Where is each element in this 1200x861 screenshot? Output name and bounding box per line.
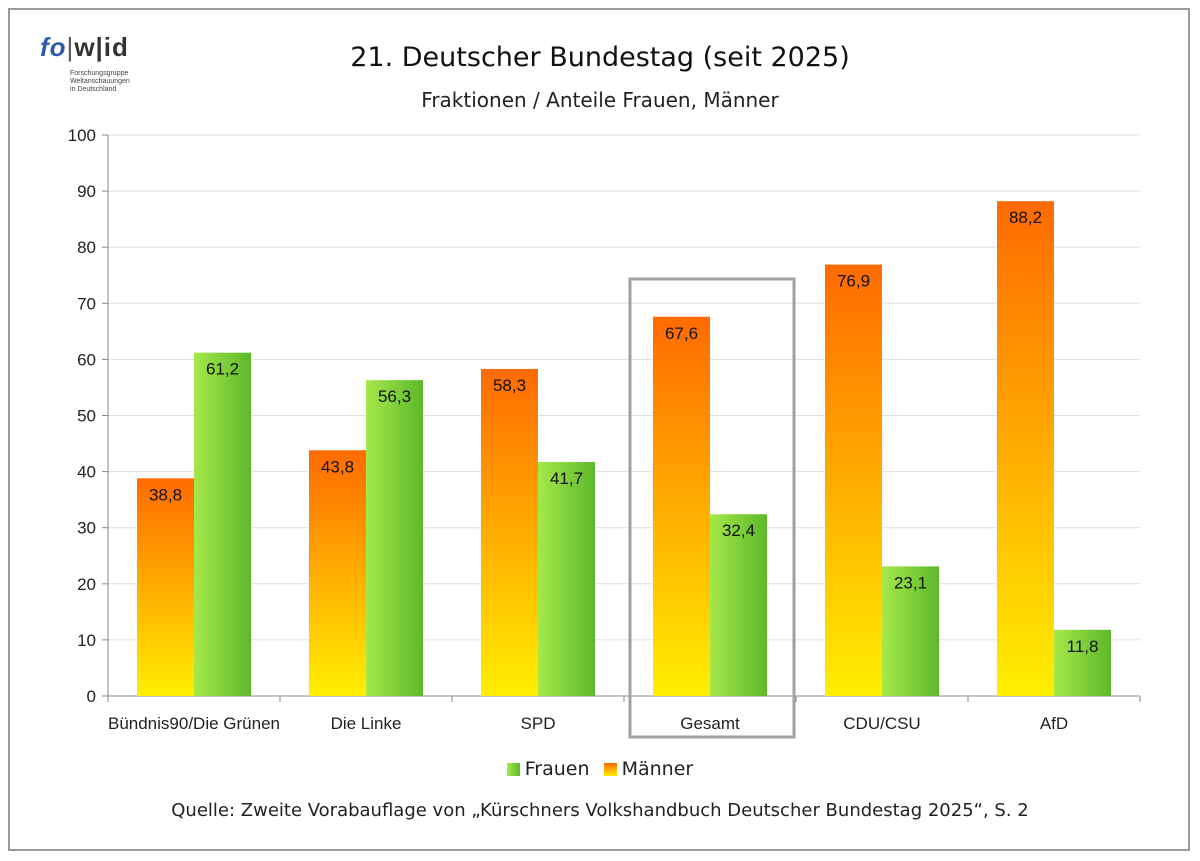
y-tick-label: 10 <box>77 631 96 650</box>
x-category-label: AfD <box>1040 714 1068 733</box>
x-category-label: SPD <box>521 714 556 733</box>
data-label-frauen: 11,8 <box>1067 637 1099 656</box>
data-label-frauen: 56,3 <box>378 387 411 406</box>
y-tick-label: 20 <box>77 575 96 594</box>
data-label-frauen: 61,2 <box>206 360 239 379</box>
data-label-maenner: 88,2 <box>1009 208 1042 227</box>
bar-maenner <box>997 201 1054 696</box>
bar-maenner <box>137 478 194 696</box>
data-label-maenner: 43,8 <box>321 457 354 476</box>
bar-frauen <box>194 352 251 696</box>
bar-maenner <box>481 368 538 696</box>
bar-frauen <box>366 380 423 696</box>
data-label-frauen: 23,1 <box>894 573 927 592</box>
legend-swatch-frauen <box>506 763 520 776</box>
x-category-label: Bündnis90/Die Grünen <box>108 714 280 733</box>
legend-item-frauen: Frauen <box>506 758 590 780</box>
y-tick-label: 0 <box>87 687 96 706</box>
bar-frauen <box>710 514 767 696</box>
data-label-maenner: 67,6 <box>665 324 698 343</box>
bar-frauen <box>882 566 939 696</box>
fowid-logo: fo|w|id Forschungsgruppe Weltanschauunge… <box>40 32 150 98</box>
chart-title: 21. Deutscher Bundestag (seit 2025) <box>350 42 850 73</box>
bar-frauen <box>538 462 595 696</box>
x-category-label: Gesamt <box>680 714 740 733</box>
y-tick-label: 60 <box>77 350 96 369</box>
x-category-label: Die Linke <box>331 714 402 733</box>
chart-legend: Frauen Männer <box>0 758 1200 780</box>
data-label-frauen: 32,4 <box>722 521 755 540</box>
legend-item-maenner: Männer <box>603 758 693 780</box>
data-label-maenner: 38,8 <box>149 485 182 504</box>
y-tick-label: 80 <box>77 238 96 257</box>
data-label-maenner: 58,3 <box>493 376 526 395</box>
y-tick-label: 40 <box>77 463 96 482</box>
bar-maenner <box>825 264 882 696</box>
logo-wordmark: fo|w|id <box>40 32 129 62</box>
highlight-box-gesamt <box>628 277 796 739</box>
bar-maenner <box>653 316 710 696</box>
y-tick-label: 100 <box>68 126 96 145</box>
legend-swatch-maenner <box>603 763 617 776</box>
data-label-maenner: 76,9 <box>837 272 870 291</box>
x-category-label: CDU/CSU <box>843 714 920 733</box>
source-note: Quelle: Zweite Vorabauflage von „Kürschn… <box>171 800 1029 821</box>
logo-tagline: Forschungsgruppe Weltanschauungen in Deu… <box>70 70 130 93</box>
chart-subtitle: Fraktionen / Anteile Frauen, Männer <box>421 88 779 112</box>
y-tick-label: 30 <box>77 519 96 538</box>
y-tick-label: 50 <box>77 407 96 426</box>
bar-frauen <box>1054 629 1111 696</box>
bar-maenner <box>309 450 366 696</box>
y-tick-label: 90 <box>77 182 96 201</box>
data-label-frauen: 41,7 <box>550 469 583 488</box>
y-tick-label: 70 <box>77 294 96 313</box>
